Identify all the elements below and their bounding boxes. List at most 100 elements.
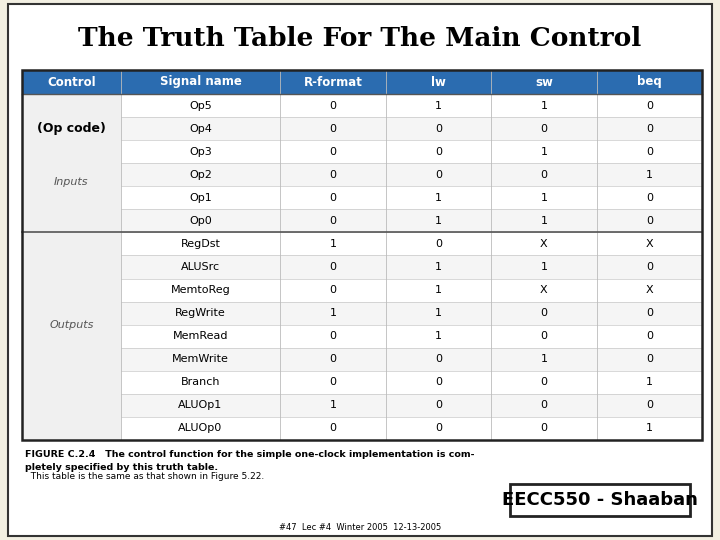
Text: 0: 0	[541, 423, 547, 434]
Bar	[121, 255, 702, 279]
Text: RegWrite: RegWrite	[175, 308, 226, 318]
Text: 1: 1	[541, 354, 547, 364]
Text: 0: 0	[541, 170, 547, 180]
Text: X: X	[540, 285, 548, 295]
Text: 0: 0	[646, 262, 653, 272]
Text: 0: 0	[646, 308, 653, 318]
Text: Inputs: Inputs	[54, 177, 89, 187]
Text: 0: 0	[646, 124, 653, 133]
Text: 1: 1	[435, 193, 442, 203]
Text: (Op code): (Op code)	[37, 122, 106, 135]
Bar	[22, 140, 121, 163]
Text: #47  Lec #4  Winter 2005  12-13-2005: #47 Lec #4 Winter 2005 12-13-2005	[279, 523, 441, 532]
Text: Op3: Op3	[189, 147, 212, 157]
Text: 0: 0	[435, 400, 442, 410]
Text: X: X	[540, 239, 548, 249]
Text: 1: 1	[541, 216, 547, 226]
Bar	[121, 117, 702, 140]
Bar	[121, 163, 702, 186]
Text: 0: 0	[330, 262, 336, 272]
Bar	[22, 371, 121, 394]
Text: 0: 0	[435, 170, 442, 180]
Text: 1: 1	[541, 193, 547, 203]
Bar	[121, 348, 702, 371]
Text: 0: 0	[646, 331, 653, 341]
Bar	[22, 163, 121, 186]
Text: 0: 0	[330, 147, 336, 157]
Bar	[22, 186, 121, 210]
Text: MemWrite: MemWrite	[172, 354, 229, 364]
Text: Op2: Op2	[189, 170, 212, 180]
Text: Op4: Op4	[189, 124, 212, 133]
Text: 0: 0	[330, 216, 336, 226]
Text: 1: 1	[435, 216, 442, 226]
Text: 0: 0	[435, 147, 442, 157]
Text: Branch: Branch	[181, 377, 220, 387]
Text: 0: 0	[646, 147, 653, 157]
Text: 1: 1	[646, 423, 653, 434]
Text: 1: 1	[541, 147, 547, 157]
Text: 0: 0	[330, 354, 336, 364]
Bar	[121, 70, 280, 94]
Text: X: X	[646, 285, 653, 295]
Text: 0: 0	[330, 100, 336, 111]
Bar	[597, 70, 702, 94]
Text: X: X	[646, 239, 653, 249]
Text: The Truth Table For The Main Control: The Truth Table For The Main Control	[78, 25, 642, 51]
Text: 0: 0	[330, 331, 336, 341]
Bar	[22, 417, 121, 440]
Bar	[280, 70, 386, 94]
Text: 0: 0	[330, 377, 336, 387]
Text: ALUOp1: ALUOp1	[179, 400, 222, 410]
Text: beq: beq	[637, 76, 662, 89]
Text: Signal name: Signal name	[160, 76, 241, 89]
Text: Op0: Op0	[189, 216, 212, 226]
Bar	[22, 394, 121, 417]
Bar	[22, 210, 121, 232]
Text: 1: 1	[646, 377, 653, 387]
Text: 0: 0	[646, 193, 653, 203]
Text: 1: 1	[435, 100, 442, 111]
Text: Outputs: Outputs	[49, 320, 94, 329]
Text: 0: 0	[541, 331, 547, 341]
Bar	[510, 484, 690, 516]
Bar	[22, 279, 121, 302]
Bar	[121, 394, 702, 417]
Bar	[22, 70, 702, 440]
Text: 0: 0	[541, 377, 547, 387]
Bar	[22, 70, 121, 94]
Text: 0: 0	[646, 216, 653, 226]
Text: R-format: R-format	[304, 76, 363, 89]
Text: 1: 1	[646, 170, 653, 180]
Text: Control: Control	[47, 76, 96, 89]
Text: 1: 1	[435, 285, 442, 295]
Bar	[121, 232, 702, 255]
Bar	[22, 302, 121, 325]
Text: ALUOp0: ALUOp0	[179, 423, 222, 434]
Text: 0: 0	[330, 193, 336, 203]
Bar	[22, 117, 121, 140]
Text: Op5: Op5	[189, 100, 212, 111]
Bar	[121, 186, 702, 210]
Text: 0: 0	[435, 239, 442, 249]
Bar	[121, 417, 702, 440]
Text: 1: 1	[435, 262, 442, 272]
Text: 0: 0	[435, 354, 442, 364]
Bar	[121, 371, 702, 394]
Text: 0: 0	[435, 124, 442, 133]
Bar	[121, 140, 702, 163]
Bar	[386, 70, 491, 94]
Text: 1: 1	[330, 400, 336, 410]
Bar	[121, 279, 702, 302]
Bar	[121, 325, 702, 348]
Text: 0: 0	[330, 423, 336, 434]
Text: 1: 1	[330, 308, 336, 318]
Text: RegDst: RegDst	[181, 239, 220, 249]
Text: FIGURE C.2.4   The control function for the simple one-clock implementation is c: FIGURE C.2.4 The control function for th…	[25, 450, 474, 471]
Bar	[491, 70, 597, 94]
Text: 0: 0	[646, 100, 653, 111]
Bar	[22, 232, 121, 255]
Text: EECC550 - Shaaban: EECC550 - Shaaban	[502, 491, 698, 509]
Bar	[22, 348, 121, 371]
Text: Op1: Op1	[189, 193, 212, 203]
